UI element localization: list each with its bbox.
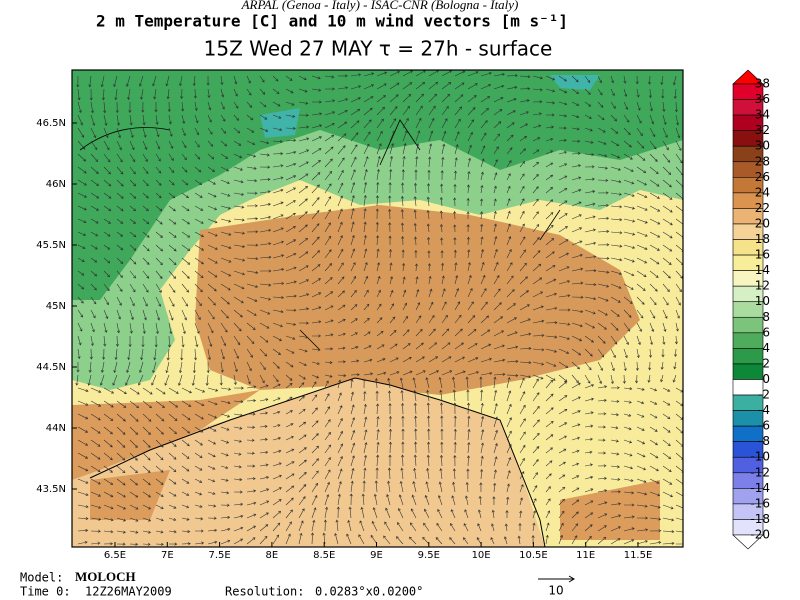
reference-arrow [538, 575, 575, 583]
borders [79, 119, 561, 351]
colorbar-label: -20 [750, 528, 770, 542]
colorbar-label: 32 [755, 123, 770, 137]
lon-label: 6.5E [104, 550, 126, 561]
colorbar-label: 12 [755, 279, 770, 293]
colorbar-label: -4 [758, 403, 770, 417]
coastline [89, 377, 546, 547]
colorbar-label: -18 [750, 512, 770, 526]
colorbar-bottom [732, 534, 764, 550]
colorbar-label: 38 [755, 77, 770, 91]
colorbar: 38363432302826242220181614121086420-2-4-… [732, 69, 770, 550]
colorbar-box [732, 348, 764, 365]
colorbar-label: 36 [755, 92, 770, 106]
colorbar-label: 0 [762, 372, 770, 386]
colorbar-label: -14 [750, 481, 770, 495]
time: 12Z26MAY2009 [85, 585, 172, 599]
colorbar-label: 14 [755, 263, 770, 277]
colorbar-label: 20 [755, 216, 770, 230]
lat-label: 46N [46, 179, 66, 190]
lon-label: 9E [370, 550, 383, 561]
model: MOLOCH [75, 569, 136, 584]
lat-label: 45N [46, 301, 66, 312]
sea-area [72, 378, 545, 547]
model-label: Model: [20, 571, 63, 585]
wind-reference: 10 [548, 584, 563, 598]
map-frame [71, 69, 684, 548]
title: 2 m Temperature [C] and 10 m wind vector… [96, 12, 568, 31]
colorbar-box [732, 316, 764, 334]
lon-label: 7.5E [208, 550, 230, 561]
time-label: Time 0: [20, 585, 71, 599]
lat-label: 46.5N [36, 118, 66, 129]
lat-label: 44.5N [36, 362, 66, 373]
wind-vectors [75, 70, 683, 546]
lat-label: 43.5N [36, 484, 66, 495]
colorbar-label: 2 [762, 356, 770, 370]
colorbar-label: -12 [750, 465, 770, 479]
lat-label: 44N [46, 423, 66, 434]
colorbar-label: 18 [755, 232, 770, 246]
resolution-label: Resolution: [225, 585, 304, 599]
colorbar-label: 8 [762, 310, 770, 324]
colorbar-label: -2 [758, 388, 770, 402]
colorbar-label: -10 [750, 450, 770, 464]
lon-label: 11.5E [624, 550, 653, 561]
colorbar-box [732, 363, 764, 380]
lat-label: 45.5N [36, 240, 66, 251]
colorbar-label: 24 [755, 185, 770, 199]
resolution: 0.0283°x0.0200° [315, 585, 423, 599]
colorbar-label: -16 [750, 496, 770, 510]
colorbar-label: 22 [755, 201, 770, 215]
colorbar-label: -8 [758, 434, 770, 448]
colorbar-label: 30 [755, 139, 770, 153]
cold-spots [260, 75, 600, 138]
colorbar-label: 16 [755, 248, 770, 262]
lon-label: 7E [161, 550, 174, 561]
warm-patches [72, 390, 660, 540]
colorbar-label: 26 [755, 170, 770, 184]
colorbar-label: -6 [758, 419, 770, 433]
lon-label: 10.5E [519, 550, 548, 561]
institutions: ARPAL (Genoa - Italy) - ISAC-CNR (Bologn… [241, 0, 519, 12]
colorbar-label: 4 [762, 341, 770, 355]
warm-plain [195, 205, 640, 395]
alpine-dark-green [72, 70, 683, 300]
lon-label: 9.5E [418, 550, 440, 561]
colorbar-label: 6 [762, 325, 770, 339]
colorbar-box [732, 332, 764, 349]
lon-label: 8.5E [313, 550, 335, 561]
subtitle: 15Z Wed 27 MAY τ = 27h - surface [204, 37, 553, 61]
colorbar-label: 10 [755, 294, 770, 308]
lon-label: 10E [472, 550, 491, 561]
map-field [72, 70, 683, 547]
colorbar-label: 28 [755, 154, 770, 168]
lon-label: 11E [576, 550, 595, 561]
colorbar-label: 34 [755, 108, 770, 122]
lon-label: 8E [266, 550, 279, 561]
